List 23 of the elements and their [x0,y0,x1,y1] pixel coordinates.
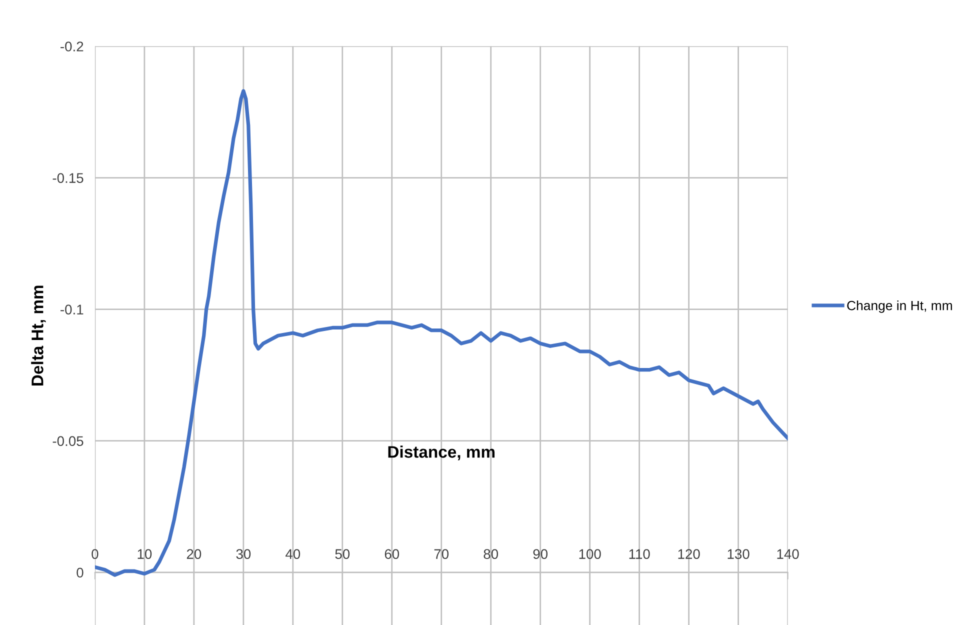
x-tick-label: 60 [384,549,400,559]
x-tick-label: 20 [186,549,202,559]
x-tick-label: 120 [678,549,700,559]
x-axis-title: Distance, mm [388,446,495,460]
y-tick-label: 0 [76,568,84,578]
x-tick-label: 90 [533,549,548,559]
legend-label: Change in Ht, mm [847,300,952,313]
x-tick-label: 110 [629,549,650,559]
x-tick-label: 70 [434,549,449,559]
y-tick-label: -0.05 [52,436,84,446]
x-tick-label: 0 [92,549,98,559]
x-tick-label: 80 [484,549,498,559]
x-tick-label: 130 [728,549,750,559]
x-tick-label: 40 [286,549,300,559]
x-tick-label: 30 [236,549,251,559]
x-tick-label: 140 [777,549,799,559]
x-tick-label: 50 [335,549,350,559]
x-tick-label: 100 [579,549,601,559]
y-tick-label: -0.2 [60,42,84,52]
x-tick-label: 10 [138,549,152,559]
y-tick-label: -0.1 [60,304,84,314]
y-tick-label: -0.15 [52,173,84,183]
y-axis-title: Delta Ht, mm [31,286,46,386]
